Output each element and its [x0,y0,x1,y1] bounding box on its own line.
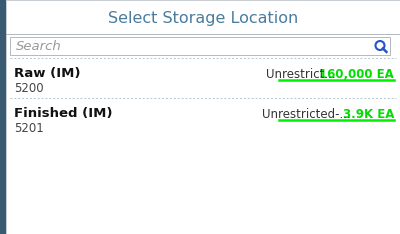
Text: 5201: 5201 [14,121,44,135]
FancyBboxPatch shape [6,0,400,234]
Text: Select Storage Location: Select Storage Location [108,11,298,26]
FancyBboxPatch shape [10,37,390,55]
Text: 160,000 EA: 160,000 EA [319,67,394,80]
Text: Search: Search [16,40,62,52]
FancyBboxPatch shape [0,0,6,234]
Text: Raw (IM): Raw (IM) [14,67,80,80]
Text: Unrestrict...: Unrestrict... [266,67,336,80]
Text: Unrestricted-...: Unrestricted-... [262,107,351,121]
Text: 3.9K EA: 3.9K EA [343,107,394,121]
Text: Finished (IM): Finished (IM) [14,107,112,121]
Text: 5200: 5200 [14,81,44,95]
